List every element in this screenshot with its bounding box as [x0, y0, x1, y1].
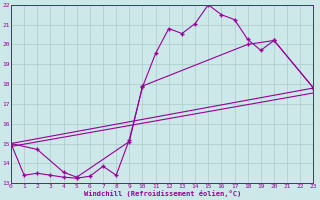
X-axis label: Windchill (Refroidissement éolien,°C): Windchill (Refroidissement éolien,°C): [84, 190, 241, 197]
